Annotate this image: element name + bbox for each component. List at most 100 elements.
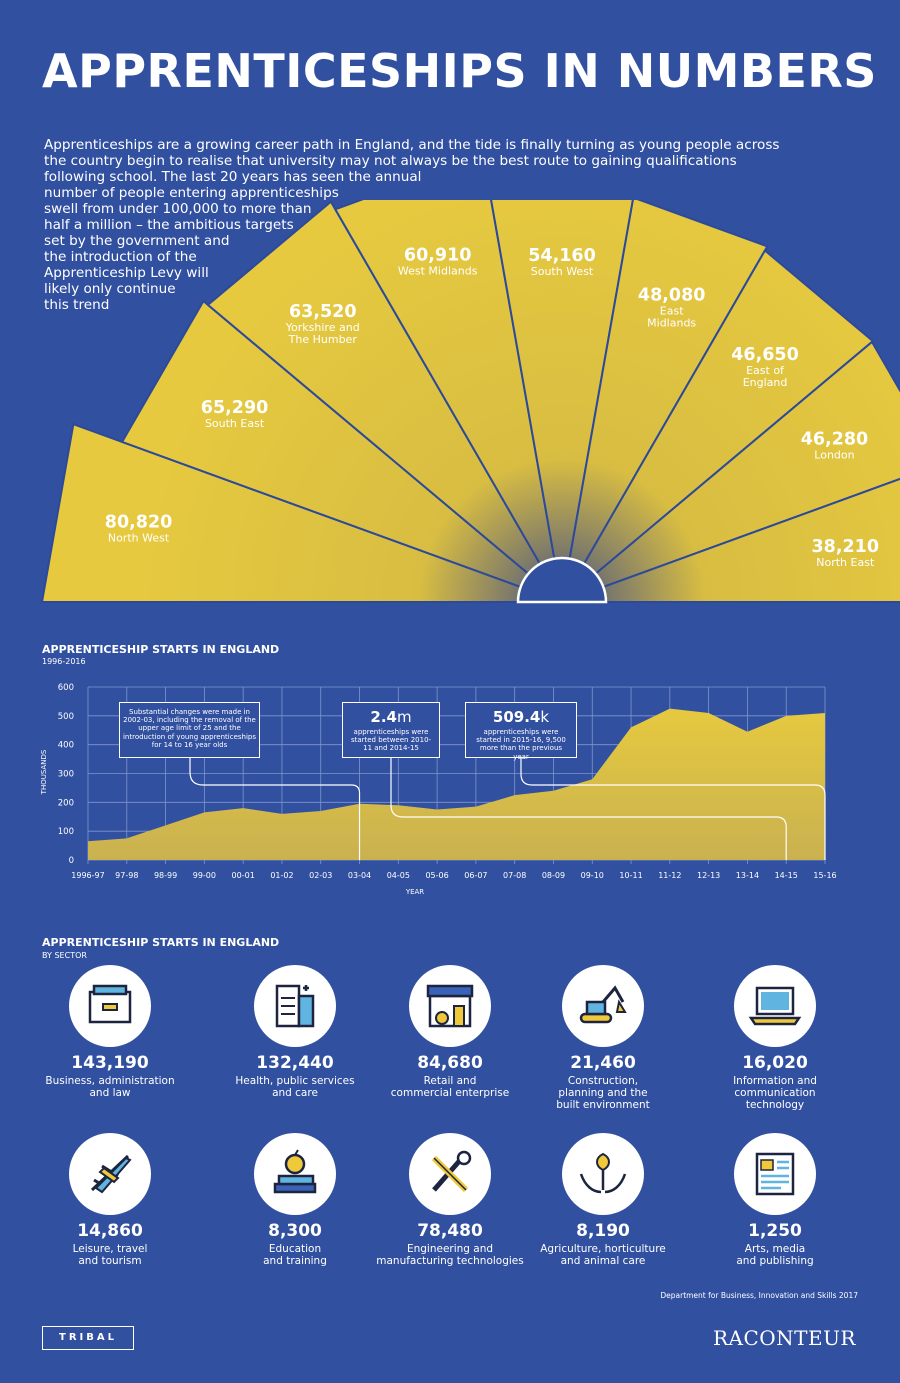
sector-icon-circle	[734, 1133, 816, 1215]
intro-line: number of people entering apprenticeship…	[44, 185, 339, 201]
x-tick-label: 97-98	[115, 871, 138, 880]
source-note: Department for Business, Innovation and …	[660, 1291, 858, 1300]
sector-item: 8,190 Agriculture, horticulture and anima…	[528, 1133, 678, 1267]
y-tick-label: 600	[58, 683, 74, 693]
sector-item: 132,440 Health, public services and care	[220, 965, 370, 1099]
plant-hands-icon	[579, 1152, 627, 1194]
sector-item: 84,680 Retail and commercial enterprise	[375, 965, 525, 1099]
y-tick-label: 200	[58, 798, 74, 808]
region-name: East of	[746, 364, 785, 377]
leader-line	[189, 758, 361, 860]
tools-icon	[431, 1150, 472, 1193]
annotation-2002-03: Substantial changes were made in 2002-03…	[119, 702, 260, 758]
area-chart-title: APPRENTICESHIP STARTS IN ENGLAND	[42, 643, 280, 656]
annotation-2-4m: 2.4m apprenticeships were started betwee…	[342, 702, 440, 758]
x-tick-label: 04-05	[387, 871, 410, 880]
sector-icon-circle	[254, 1133, 336, 1215]
sector-value: 21,460	[570, 1053, 636, 1073]
region-value: 48,080	[638, 286, 706, 306]
hospital-icon	[275, 984, 315, 1028]
x-tick-label: 00-01	[232, 871, 255, 880]
filing-cabinet-icon	[88, 984, 132, 1024]
sector-value: 14,860	[77, 1221, 143, 1241]
newspaper-icon	[755, 1152, 795, 1196]
sector-item: 16,020 Information and communication tech…	[700, 965, 850, 1111]
sector-icon-circle	[69, 1133, 151, 1215]
x-tick-label: 01-02	[270, 871, 293, 880]
x-tick-label: 03-04	[348, 871, 371, 880]
x-tick-label: 02-03	[309, 871, 332, 880]
intro-text: Apprenticeships are a growing career pat…	[44, 137, 779, 313]
region-name: East	[660, 305, 684, 318]
sector-value: 84,680	[417, 1053, 483, 1073]
page-title: APPRENTICESHIPS IN NUMBERS	[42, 44, 877, 98]
y-tick-label: 100	[58, 827, 74, 837]
intro-line: Apprenticeship Levy will	[44, 265, 209, 281]
region-name: London	[814, 449, 854, 462]
region-name: South West	[531, 265, 594, 278]
sector-subtitle: BY SECTOR	[42, 951, 87, 960]
region-name: Yorkshire and	[285, 321, 360, 334]
annotation-509-4k-value: 509.4	[492, 708, 541, 726]
x-tick-label: 05-06	[425, 871, 448, 880]
sector-label: Leisure, travel and tourism	[72, 1243, 148, 1267]
annotation-509-4k: 509.4k apprenticeships were started in 2…	[465, 702, 577, 761]
x-tick-label: 99-00	[193, 871, 216, 880]
y-tick-label: 0	[69, 856, 74, 866]
region-name: Midlands	[647, 317, 696, 330]
sector-item: 14,860 Leisure, travel and tourism	[35, 1133, 185, 1267]
region-name: England	[743, 376, 788, 389]
laptop-icon	[748, 986, 802, 1026]
sector-icon-circle	[254, 965, 336, 1047]
region-value: 38,210	[812, 537, 880, 557]
intro-line: following school. The last 20 years has …	[44, 169, 422, 185]
leader-line	[520, 758, 826, 860]
raconteur-logo: RACONTEUR	[712, 1326, 856, 1350]
sector-icon-circle	[69, 965, 151, 1047]
intro-line: the introduction of the	[44, 249, 197, 265]
region-value: 54,160	[528, 246, 596, 266]
excavator-icon	[579, 985, 627, 1024]
region-value: 46,280	[801, 430, 869, 450]
x-tick-label: 12-13	[697, 871, 720, 880]
x-tick-label: 07-08	[503, 871, 526, 880]
area-chart: 0 100 200 300 400 500 600 1996-97 97-98 98-99 99-0…	[40, 683, 837, 896]
sector-item: 8,300 Education and training	[220, 1133, 370, 1267]
area-series	[88, 708, 825, 860]
x-tick-label: 09-10	[581, 871, 604, 880]
sector-value: 143,190	[71, 1053, 149, 1073]
sector-label: Health, public services and care	[235, 1075, 355, 1099]
sector-item: 1,250 Arts, media and publishing	[700, 1133, 850, 1267]
area-chart-subtitle: 1996-2016	[42, 657, 86, 666]
region-value: 65,290	[201, 398, 269, 418]
intro-line: half a million – the ambitious targets	[44, 217, 294, 233]
sector-label: Arts, media and publishing	[736, 1243, 814, 1267]
x-tick-label: 10-11	[619, 871, 642, 880]
sector-item: 78,480 Engineering and manufacturing tech…	[375, 1133, 525, 1267]
airplane-icon	[90, 1154, 132, 1194]
y-tick-label: 300	[58, 770, 74, 780]
region-value: 46,650	[731, 345, 799, 365]
leader-line	[390, 758, 787, 860]
sector-item: 21,460 Construction, planning and the bui…	[528, 965, 678, 1111]
region-value: 80,820	[105, 512, 173, 532]
y-axis-label: THOUSANDS	[40, 749, 48, 795]
sector-icon-circle	[409, 965, 491, 1047]
x-axis-label: YEAR	[405, 888, 424, 896]
intro-line: this trend	[44, 297, 110, 313]
sector-label: Engineering and manufacturing technologi…	[376, 1243, 524, 1267]
x-tick-label: 13-14	[736, 871, 759, 880]
x-tick-label: 98-99	[154, 871, 177, 880]
intro-line: swell from under 100,000 to more than	[44, 201, 312, 217]
tribal-logo: TRIBAL	[42, 1326, 134, 1350]
sector-title: APPRENTICESHIP STARTS IN ENGLAND	[42, 936, 280, 949]
sector-value: 132,440	[256, 1053, 334, 1073]
x-tick-label: 06-07	[464, 871, 487, 880]
